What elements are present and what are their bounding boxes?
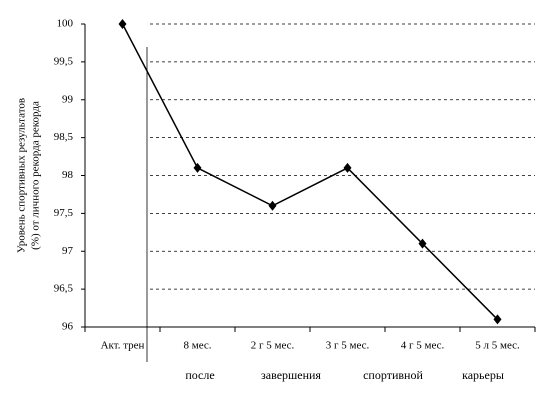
x-axis-label: карьеры bbox=[462, 368, 504, 382]
x-tick-label: 5 л 5 мес. bbox=[475, 340, 520, 352]
x-tick-label: Акт. трен bbox=[101, 340, 145, 352]
marker bbox=[418, 238, 427, 249]
line bbox=[121, 23, 499, 320]
y-tick-label: 97 bbox=[62, 245, 74, 257]
x-tick-label: 2 г 5 мес. bbox=[251, 340, 295, 352]
marker bbox=[493, 314, 502, 325]
x-tick-label: 8 мес. bbox=[184, 340, 212, 352]
y-tick-label: 100 bbox=[57, 18, 74, 30]
x-axis-label: после bbox=[185, 368, 214, 382]
x-tick-label: 3 г 5 мес. bbox=[326, 340, 370, 352]
marker bbox=[343, 162, 352, 173]
x-axis-label: завершения bbox=[261, 368, 321, 382]
y-tick-label: 99 bbox=[62, 93, 74, 105]
y-tick-label: 96,5 bbox=[54, 283, 74, 295]
x-axis-label: спортивной bbox=[363, 368, 423, 382]
y-tick-label: 97,5 bbox=[54, 207, 74, 219]
marker bbox=[268, 200, 277, 211]
marker bbox=[193, 162, 202, 173]
y-tick-label: 98,5 bbox=[54, 131, 74, 143]
y-tick-label: 99,5 bbox=[54, 55, 74, 67]
x-tick-label: 4 г 5 мес. bbox=[401, 340, 445, 352]
y-tick-label: 98 bbox=[62, 169, 74, 181]
y-tick-label: 96 bbox=[62, 321, 74, 333]
marker bbox=[118, 19, 127, 29]
y-axis-label: Уровень спортивных результатов bbox=[16, 98, 28, 253]
y-axis-label: (%) от личного рекорда рекорда bbox=[30, 101, 42, 250]
